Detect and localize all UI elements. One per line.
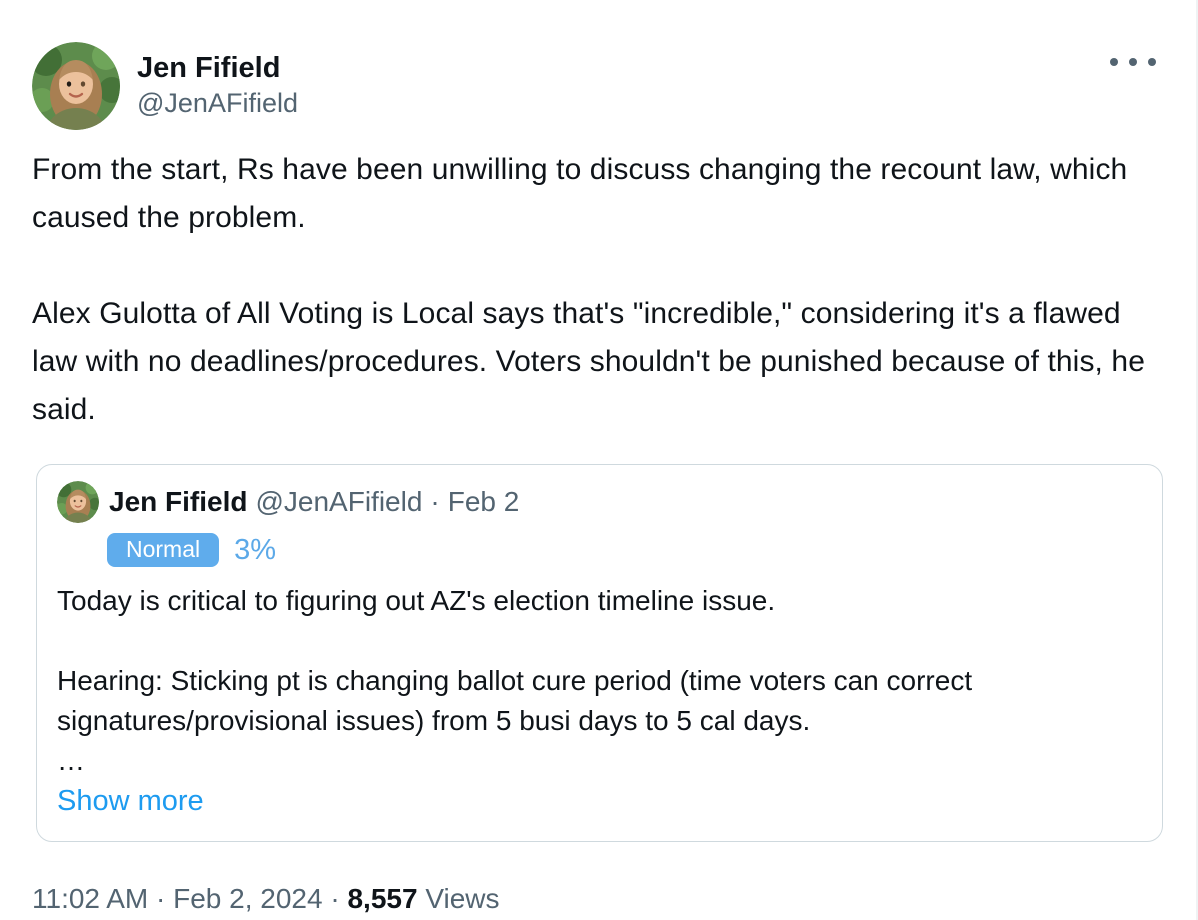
tweet-paragraph: From the start, Rs have been unwilling t… [32,153,1128,234]
truncation-ellipsis: … [57,745,85,776]
quoted-tweet-header: Jen Fifield @JenAFifield · Feb 2 [57,481,1142,523]
more-icon [1129,58,1137,66]
quoted-paragraph: Today is critical to figuring out AZ's e… [57,585,776,616]
quoted-avatar[interactable] [57,481,99,523]
quoted-author-name[interactable]: Jen Fifield [109,486,248,517]
show-more-link[interactable]: Show more [57,785,204,817]
author-name[interactable]: Jen Fifield [137,52,281,84]
tweet-footer: 11:02 AM · Feb 2, 2024 · 8,557 Views [32,882,1162,916]
quoted-tweet-text: Today is critical to figuring out AZ's e… [57,581,1117,781]
author-handle[interactable]: @JenAFifield [137,88,298,118]
views-count: 8,557 [347,883,418,914]
quoted-author-handle[interactable]: @JenAFifield [255,486,423,517]
quoted-header-separator: · [430,486,440,517]
views-label: Views [425,883,500,914]
tweet-paragraph: Alex Gulotta of All Voting is Local says… [32,297,1145,426]
bot-rating-row: Normal 3% [107,533,1142,567]
quoted-date[interactable]: Feb 2 [447,486,520,517]
footer-separator: · [156,883,166,914]
author-names: Jen Fifield @JenAFifield [137,42,298,120]
bot-rating-badge[interactable]: Normal [107,533,220,567]
quoted-tweet-card[interactable]: Jen Fifield @JenAFifield · Feb 2 Normal … [36,464,1163,842]
more-icon [1110,58,1118,66]
quoted-paragraph: Hearing: Sticking pt is changing ballot … [57,665,973,736]
more-button[interactable] [1104,52,1162,72]
tweet-time: 11:02 AM [32,883,149,914]
tweet-text: From the start, Rs have been unwilling t… [32,146,1164,434]
bot-rating-percentage: 3% [234,533,277,566]
avatar[interactable] [32,42,120,130]
column-divider [1196,0,1198,920]
more-icon [1148,58,1156,66]
tweet-date: Feb 2, 2024 [173,883,323,914]
footer-separator: · [330,883,340,914]
tweet-header: Jen Fifield @JenAFifield [32,42,1162,130]
